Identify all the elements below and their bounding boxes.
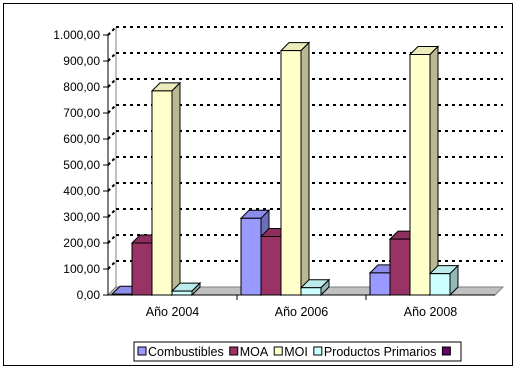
y-tick-label: 900,00 — [63, 54, 100, 68]
gridline-depth — [107, 234, 117, 244]
bar — [171, 290, 193, 296]
y-axis: 0,00 100,00 200,00 300,00 400,00 500,00 600,00… — [53, 28, 109, 302]
bar — [280, 50, 302, 296]
bar — [260, 236, 282, 296]
legend-swatch — [229, 346, 239, 356]
bar — [300, 287, 322, 296]
legend-swatch — [273, 346, 283, 356]
gridline-depth — [107, 130, 117, 140]
bar-side — [429, 45, 439, 297]
bar — [409, 54, 431, 296]
bars — [110, 41, 460, 297]
gridline-depth — [107, 104, 117, 114]
legend-box — [133, 341, 462, 362]
y-tick-label: 200,00 — [63, 236, 100, 250]
y-tick-label: 1.000,00 — [53, 28, 100, 42]
bar-side — [300, 41, 310, 297]
legend-label: MOI — [284, 345, 308, 359]
left-wall — [107, 27, 117, 297]
y-tick-label: 500,00 — [63, 158, 100, 172]
bar — [389, 238, 411, 296]
y-tick-label: 700,00 — [63, 106, 100, 120]
x-tick-label: Año 2008 — [404, 305, 458, 319]
y-tick-label: 100,00 — [63, 262, 100, 276]
legend: Combustibles MOA MOI Productos Primarios — [133, 341, 462, 362]
chart-frame: 0,00 100,00 200,00 300,00 400,00 500,00 600,00… — [3, 3, 513, 366]
gridline-depth — [107, 78, 117, 88]
legend-swatch — [313, 346, 323, 356]
bar — [151, 90, 173, 296]
legend-swatch — [137, 346, 147, 356]
y-tick-label: 400,00 — [63, 184, 100, 198]
y-tick-label: 800,00 — [63, 80, 100, 94]
legend-label: Productos Primarios — [324, 345, 437, 359]
y-tick-label: 300,00 — [63, 210, 100, 224]
gridline-depth — [107, 26, 117, 36]
bar-chart: 0,00 100,00 200,00 300,00 400,00 500,00 600,00… — [53, 26, 505, 362]
gridline-depth — [107, 208, 117, 218]
gridline-depth — [107, 52, 117, 62]
x-axis: Año 2004 Año 2006 Año 2008 — [108, 294, 495, 319]
bar — [429, 273, 451, 296]
bar-side — [171, 81, 181, 297]
legend-label: Combustibles — [148, 345, 224, 359]
legend-swatch — [441, 346, 451, 356]
x-tick-label: Año 2004 — [146, 305, 200, 319]
bar — [131, 242, 153, 296]
y-tick-label: 0,00 — [77, 288, 101, 302]
bar — [369, 272, 391, 296]
y-tick-label: 600,00 — [63, 132, 100, 146]
gridline-depth — [107, 260, 117, 270]
gridline-depth — [107, 156, 117, 166]
x-tick-label: Año 2006 — [275, 305, 329, 319]
bar — [240, 217, 262, 296]
gridline-depth — [107, 182, 117, 192]
legend-label: MOA — [240, 345, 269, 359]
